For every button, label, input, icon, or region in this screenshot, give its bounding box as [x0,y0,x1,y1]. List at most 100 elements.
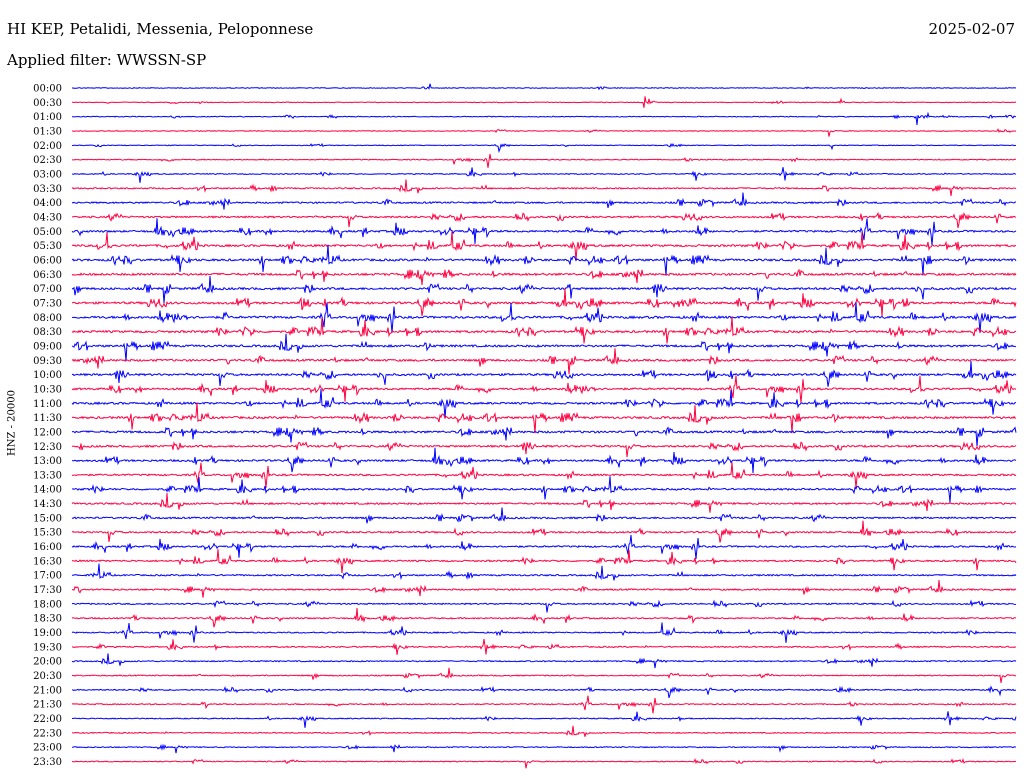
trace-line [71,402,1017,434]
row-time-label: 14:00 [33,485,62,496]
trace-line [71,599,1017,613]
trace-line [72,563,1017,581]
row-time-label: 15:00 [33,513,62,524]
row-time-label: 17:00 [33,571,62,582]
row-time-label: 22:30 [33,728,62,739]
row-time-label: 02:30 [33,155,62,166]
row-time-label: 01:00 [33,112,62,123]
trace-line [71,142,1017,154]
row-time-label: 22:00 [33,714,62,725]
trace-line [71,447,1017,474]
row-time-label: 07:00 [33,284,62,295]
trace-line [71,192,1017,210]
row-time-label: 20:00 [33,657,62,668]
trace-line [71,534,1017,559]
row-time-label: 12:30 [33,442,62,453]
row-time-label: 16:00 [33,542,62,553]
trace-line [71,462,1017,489]
row-time-label: 21:00 [33,685,62,696]
trace-line [71,388,1017,419]
trace-line [71,607,1017,628]
trace-line [71,96,1017,108]
trace-line [71,549,1017,574]
row-time-label: 17:30 [33,585,62,596]
trace-line [71,360,1017,387]
row-time-label: 13:00 [33,456,62,467]
row-time-label: 01:30 [33,126,62,137]
trace-line [71,507,1017,524]
trace-line [71,231,1017,261]
row-time-label: 15:30 [33,528,62,539]
trace-line [71,375,1017,404]
trace-line [72,111,1017,125]
row-time-label: 00:00 [33,84,62,95]
trace-line [71,476,1017,503]
row-time-label: 11:00 [33,399,62,410]
row-time-label: 16:30 [33,556,62,567]
row-time-label: 03:30 [33,184,62,195]
row-time-label: 23:00 [33,743,62,754]
trace-line [71,218,1017,246]
trace-line [72,441,1017,458]
row-time-label: 04:00 [33,198,62,209]
row-time-label: 03:00 [33,169,62,180]
trace-line [71,622,1017,643]
trace-line [71,348,1017,375]
row-time-label: 06:00 [33,255,62,266]
row-time-label: 09:00 [33,341,62,352]
trace-line [71,153,1017,168]
row-time-label: 00:30 [33,98,62,109]
trace-line [71,301,1017,334]
trace-line [72,725,1017,737]
trace-line [71,711,1017,728]
trace-line [71,167,1017,183]
trace-line [71,211,1017,229]
trace-line [71,83,1017,91]
row-time-label: 20:30 [33,671,62,682]
row-time-label: 11:30 [33,413,62,424]
trace-line [72,128,1017,137]
row-time-label: 08:00 [33,313,62,324]
trace-line [71,179,1017,196]
trace-line [72,667,1017,683]
trace-line [71,333,1017,362]
filter-label: Applied filter: WWSSN-SP [7,51,207,69]
row-time-label: 07:30 [33,298,62,309]
row-time-label: 18:00 [33,599,62,610]
trace-line [71,579,1017,598]
row-time-label: 08:30 [33,327,62,338]
trace-line [71,743,1017,754]
date-label: 2025-02-07 [928,20,1015,38]
trace-line [71,492,1017,513]
row-time-label: 06:30 [33,270,62,281]
trace-line [71,316,1017,344]
row-time-label: 04:30 [33,212,62,223]
trace-line [71,288,1017,318]
row-time-label: 02:00 [33,141,62,152]
row-time-label: 12:00 [33,427,62,438]
trace-line [71,685,1017,699]
row-time-label: 10:30 [33,384,62,395]
row-time-label: 19:00 [33,628,62,639]
row-time-label: 05:30 [33,241,62,252]
row-time-label: 05:00 [33,227,62,238]
trace-line [71,244,1017,276]
station-title: HI KEP, Petalidi, Messenia, Peloponnese [7,20,314,38]
trace-line [71,638,1017,655]
trace-line [71,653,1017,669]
row-time-label: 23:30 [33,757,62,768]
trace-line [71,426,1017,447]
trace-line [71,695,1017,714]
trace-line [71,268,1017,286]
row-time-label: 14:30 [33,499,62,510]
row-time-label: 13:30 [33,470,62,481]
row-time-label: 09:30 [33,356,62,367]
row-time-label: 18:30 [33,614,62,625]
row-time-label: 19:30 [33,642,62,653]
row-time-label: 10:00 [33,370,62,381]
trace-line [71,275,1017,304]
row-time-label: 21:30 [33,700,62,711]
trace-line [71,758,1017,769]
trace-line [71,520,1017,543]
